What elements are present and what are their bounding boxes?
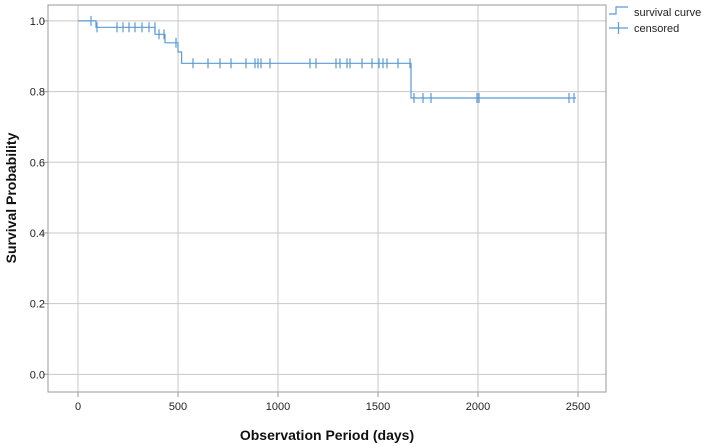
legend-survival-curve-label: survival curve <box>634 7 701 19</box>
plot-frame <box>47 4 607 393</box>
legend-censored-swatch <box>609 22 628 34</box>
x-axis-title: Observation Period (days) <box>240 427 414 443</box>
x-tick-label: 1000 <box>266 401 290 413</box>
gridlines <box>48 5 606 392</box>
y-tick-label: 0.0 <box>30 369 45 381</box>
y-axis-title: Survival Probability <box>3 132 19 263</box>
y-tick-label: 1.0 <box>30 16 45 28</box>
axis-ticks: 0 500 1000 1500 2000 2500 0.0 0.2 0.4 0.6 0.8 1.0 <box>30 16 591 413</box>
legend: survival curve censored <box>609 6 701 35</box>
x-tick-label: 0 <box>75 401 81 413</box>
series-layer <box>78 15 576 103</box>
survival-curve-line <box>78 20 576 99</box>
y-tick-label: 0.2 <box>30 299 45 311</box>
x-tick-label: 500 <box>169 401 187 413</box>
legend-censored-label: censored <box>634 23 679 35</box>
y-tick-label: 0.6 <box>30 157 45 169</box>
x-tick-label: 2000 <box>466 401 490 413</box>
y-tick-label: 0.4 <box>30 228 45 240</box>
y-tick-label: 0.8 <box>30 87 45 99</box>
x-tick-label: 2500 <box>566 401 590 413</box>
legend-survival-curve-swatch <box>609 6 628 15</box>
x-tick-label: 1500 <box>366 401 390 413</box>
